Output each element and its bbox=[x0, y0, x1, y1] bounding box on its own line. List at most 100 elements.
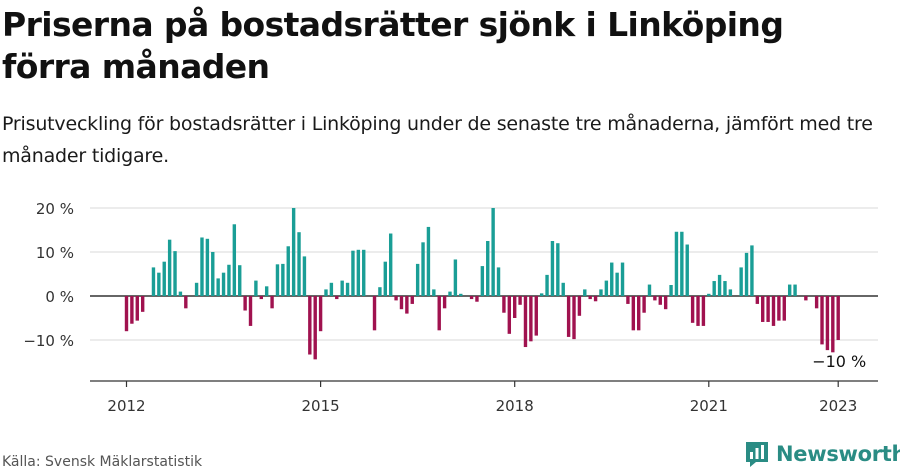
bar bbox=[167, 239, 172, 296]
bar bbox=[221, 272, 226, 296]
bar bbox=[243, 296, 247, 311]
bar bbox=[383, 261, 387, 296]
bar bbox=[475, 296, 479, 302]
bar bbox=[771, 296, 776, 326]
bar bbox=[647, 284, 652, 296]
y-tick-label: 10 % bbox=[36, 244, 74, 262]
bar bbox=[604, 280, 609, 296]
bar bbox=[491, 208, 495, 296]
bar bbox=[723, 281, 727, 296]
bar bbox=[599, 289, 603, 296]
bar bbox=[820, 296, 824, 345]
x-tick-label: 2023 bbox=[819, 397, 857, 415]
bar bbox=[324, 289, 328, 296]
bar bbox=[663, 296, 668, 310]
chart-title: Priserna på bostadsrätter sjönk i Linköp… bbox=[2, 5, 784, 86]
value-annotation: −10 % bbox=[812, 352, 866, 371]
bar bbox=[701, 296, 706, 326]
bar bbox=[140, 296, 145, 312]
bar bbox=[583, 289, 587, 296]
bar bbox=[297, 232, 301, 296]
bar bbox=[518, 296, 522, 305]
bar bbox=[426, 226, 431, 296]
bar bbox=[669, 285, 673, 296]
bar bbox=[459, 293, 463, 296]
bar bbox=[362, 249, 366, 296]
x-tick-label: 2015 bbox=[302, 397, 340, 415]
bar bbox=[442, 296, 447, 309]
bar bbox=[421, 242, 425, 296]
bar bbox=[782, 296, 786, 321]
bar bbox=[248, 296, 253, 326]
bar bbox=[281, 263, 285, 296]
bar bbox=[151, 267, 156, 296]
bar bbox=[793, 284, 797, 296]
bar bbox=[275, 264, 280, 296]
bar bbox=[685, 244, 689, 296]
bar bbox=[453, 259, 458, 296]
bar bbox=[378, 287, 382, 296]
bar bbox=[157, 272, 161, 296]
bar bbox=[486, 241, 490, 296]
bar bbox=[308, 296, 312, 355]
bar bbox=[550, 241, 555, 296]
bar bbox=[184, 296, 188, 309]
y-axis: 20 % 10 % 0 % −10 % bbox=[23, 200, 74, 350]
bar bbox=[529, 296, 533, 342]
bar bbox=[728, 289, 733, 296]
brand-logo: Newsworthy bbox=[744, 440, 900, 468]
bar bbox=[388, 233, 393, 296]
bar bbox=[572, 296, 576, 340]
bar bbox=[766, 296, 770, 322]
bar bbox=[232, 224, 237, 296]
bar bbox=[534, 296, 538, 336]
bar bbox=[372, 296, 377, 331]
bar bbox=[264, 286, 269, 296]
bar bbox=[437, 296, 441, 331]
bar bbox=[335, 296, 339, 300]
bar bbox=[313, 296, 317, 360]
bar bbox=[496, 267, 501, 296]
bar bbox=[329, 282, 334, 296]
bar bbox=[270, 296, 274, 309]
bar bbox=[836, 296, 840, 340]
bar bbox=[674, 231, 679, 296]
bar bbox=[744, 252, 749, 296]
bar bbox=[415, 263, 420, 296]
bar bbox=[173, 251, 177, 296]
x-tick-label: 2018 bbox=[496, 397, 534, 415]
bar bbox=[254, 280, 258, 296]
brand-name: Newsworthy bbox=[776, 442, 900, 466]
bar bbox=[502, 296, 506, 313]
bar bbox=[739, 267, 743, 296]
bar bbox=[507, 296, 512, 334]
bar bbox=[831, 296, 835, 353]
bar bbox=[238, 265, 242, 296]
bar bbox=[205, 238, 210, 296]
bar bbox=[432, 289, 436, 296]
x-tick-label: 2012 bbox=[107, 397, 145, 415]
bar bbox=[124, 296, 129, 332]
bar bbox=[561, 282, 565, 296]
source-note: Källa: Svensk Mäklarstatistik bbox=[2, 454, 203, 470]
bar bbox=[577, 296, 582, 316]
bar bbox=[696, 296, 700, 326]
bar bbox=[513, 296, 517, 318]
bar bbox=[707, 293, 711, 296]
bar bbox=[690, 296, 695, 323]
bar bbox=[480, 266, 485, 296]
x-tick-label: 2021 bbox=[690, 397, 728, 415]
bar bbox=[211, 252, 215, 296]
bar bbox=[712, 281, 716, 296]
bar bbox=[653, 296, 657, 301]
y-tick-label: 20 % bbox=[36, 200, 74, 218]
bar bbox=[777, 296, 781, 321]
bar bbox=[302, 256, 307, 296]
annotation: −10 % bbox=[812, 352, 866, 371]
newsworthy-logo-icon bbox=[746, 442, 768, 467]
bar bbox=[637, 296, 641, 331]
bar bbox=[259, 296, 263, 300]
bar bbox=[566, 296, 571, 337]
bar bbox=[556, 243, 560, 296]
bar bbox=[394, 296, 398, 301]
